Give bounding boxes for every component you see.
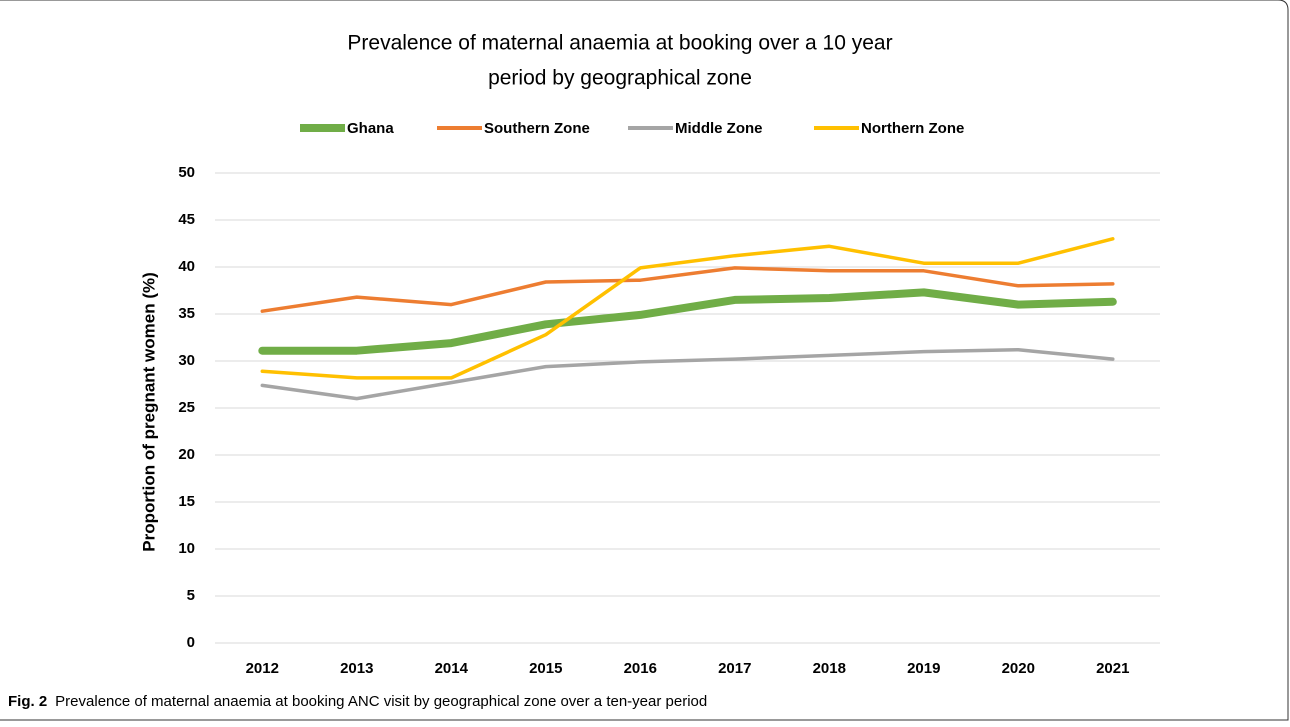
y-tick-label: 40 bbox=[178, 258, 195, 275]
y-tick-label: 45 bbox=[178, 211, 195, 228]
y-tick-label: 20 bbox=[178, 446, 195, 463]
y-tick-label: 0 bbox=[187, 634, 195, 651]
x-tick-label: 2018 bbox=[813, 660, 846, 677]
x-tick-label: 2012 bbox=[246, 660, 279, 677]
chart-title: Prevalence of maternal anaemia at bookin… bbox=[347, 32, 892, 55]
x-tick-label: 2017 bbox=[718, 660, 751, 677]
y-tick-label: 15 bbox=[178, 493, 195, 510]
series-line bbox=[258, 288, 1117, 355]
y-tick-label: 35 bbox=[178, 305, 195, 322]
y-tick-label: 25 bbox=[178, 399, 195, 416]
x-tick-label: 2013 bbox=[340, 660, 373, 677]
chart-subtitle: period by geographical zone bbox=[488, 67, 752, 90]
x-tick-label: 2016 bbox=[624, 660, 657, 677]
series-line bbox=[260, 347, 1115, 401]
y-tick-label: 5 bbox=[187, 587, 195, 604]
caption: Fig. 2 Prevalence of maternal anaemia at … bbox=[8, 693, 707, 710]
x-tick-label: 2019 bbox=[907, 660, 940, 677]
caption-label: Fig. 2 bbox=[8, 693, 47, 710]
x-tick-label: 2014 bbox=[435, 660, 469, 677]
y-tick-label: 30 bbox=[178, 352, 195, 369]
legend-label: Northern Zone bbox=[861, 120, 964, 137]
y-tick-label: 10 bbox=[178, 540, 195, 557]
legend-label: Middle Zone bbox=[675, 120, 763, 137]
x-tick-label: 2015 bbox=[529, 660, 562, 677]
series-line bbox=[260, 237, 1115, 380]
y-axis-label: Proportion of pregnant women (%) bbox=[139, 272, 158, 552]
x-tick-label: 2020 bbox=[1002, 660, 1035, 677]
y-tick-label: 50 bbox=[178, 164, 195, 181]
legend-label: Southern Zone bbox=[484, 120, 590, 137]
x-tick-label: 2021 bbox=[1096, 660, 1129, 677]
caption-text: Prevalence of maternal anaemia at bookin… bbox=[55, 693, 707, 710]
series-line bbox=[260, 266, 1115, 313]
legend-label: Ghana bbox=[347, 120, 394, 137]
